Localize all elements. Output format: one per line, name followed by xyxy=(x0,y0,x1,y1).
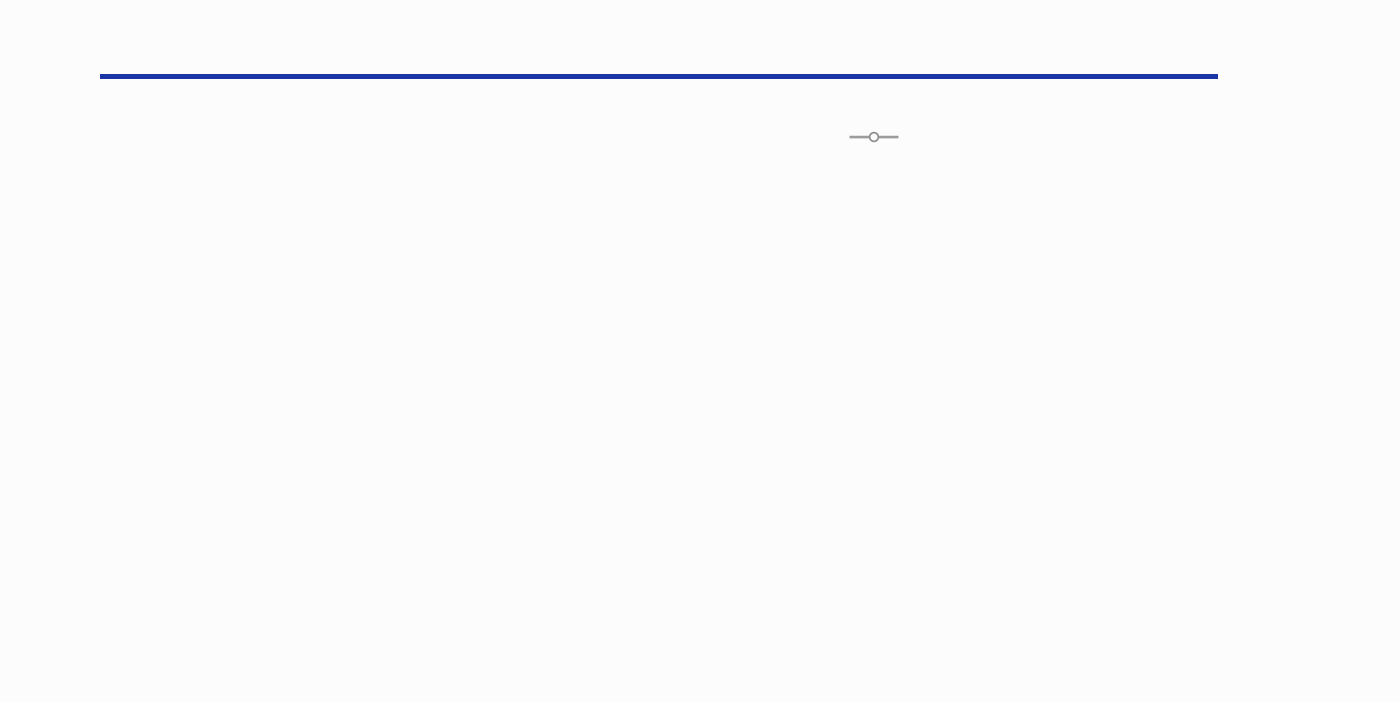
title-underline xyxy=(100,74,1218,79)
legend-item-growth xyxy=(846,126,911,148)
growth-line-swatch-icon xyxy=(849,131,899,143)
